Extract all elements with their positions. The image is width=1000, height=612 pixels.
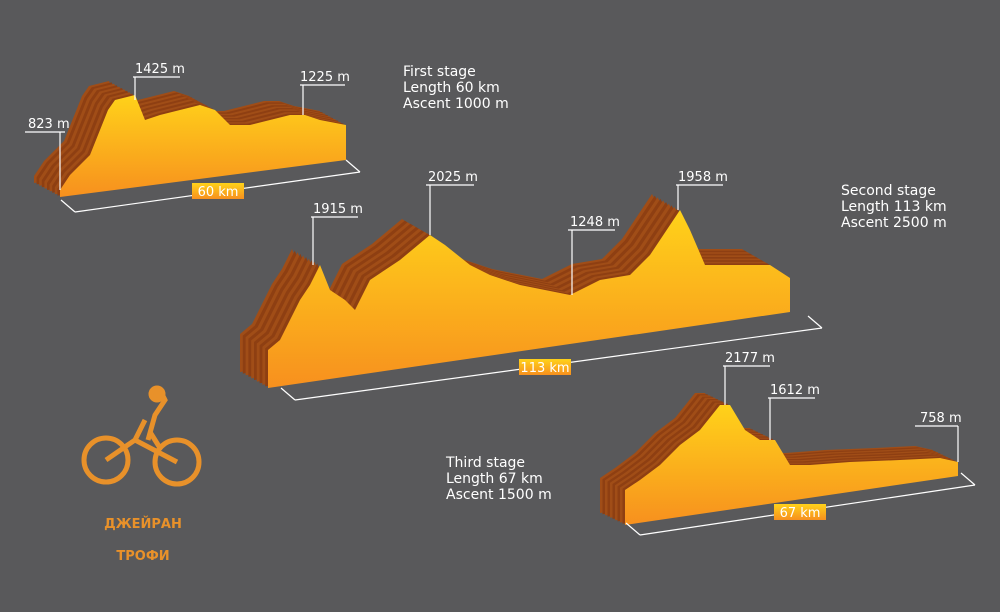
distance-tick [960,472,976,486]
distance-tick [625,522,641,536]
peak-label: 1248 m [570,215,620,230]
profile-face [625,405,958,525]
peak-label: 823 m [28,117,70,132]
bicycle-icon [81,385,202,487]
stage-profile: 67 km 2177 m 1612 m 758 m [600,351,976,536]
stage-info: First stage Length 60 km Ascent 1000 m S… [403,64,947,503]
stage-title: Second stage [841,183,936,199]
peak-label: 1915 m [313,202,363,217]
peak-label: 2177 m [725,351,775,366]
peak-label: 2025 m [428,170,478,185]
stage-profile: 113 km 1915 m 2025 m 1248 m 1958 m [240,170,823,401]
distance-tick [807,315,823,329]
distance-tick [280,387,296,401]
peak-label: 1612 m [770,383,820,398]
logo-line: ДЖЕЙРАН [104,516,182,532]
stage-profile: 60 km 823 m 1425 m 1225 m [25,62,361,213]
distance-label: 60 km [198,185,239,200]
stage-length: Length 60 km [403,80,500,96]
peak-label: 758 m [920,411,962,426]
distance-label-bg [519,359,571,375]
profiles: 60 km 823 m 1425 m 1225 m 113 km 1915 m 2025 m… [25,62,976,536]
distance-label: 113 km [520,361,569,376]
distance-tick [60,199,76,213]
stage-length: Length 113 km [841,199,947,215]
stage-length: Length 67 km [446,471,543,487]
profile-face [60,95,346,197]
peak-label: 1425 m [135,62,185,77]
stage-ascent: Ascent 1000 m [403,96,509,112]
peak-label: 1225 m [300,70,350,85]
stage-ascent: Ascent 1500 m [446,487,552,503]
distance-label-bg [192,183,244,199]
distance-label: 67 km [780,506,821,521]
stage-title: First stage [403,64,476,80]
distance-label-bg [774,504,826,520]
profile-face [268,210,790,388]
logo: ДЖЕЙРАН ТРОФИ [81,385,202,564]
peak-label: 1958 m [678,170,728,185]
distance-tick [345,159,361,173]
stage-ascent: Ascent 2500 m [841,215,947,231]
logo-line: ТРОФИ [116,549,169,564]
stage-title: Third stage [445,455,525,471]
